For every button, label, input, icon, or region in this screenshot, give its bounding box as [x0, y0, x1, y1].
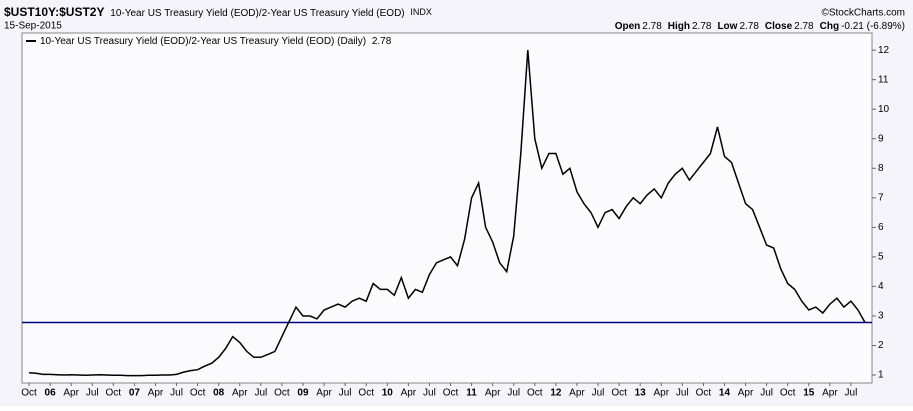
x-tick-label: Oct [780, 388, 796, 399]
x-tick-label: 08 [213, 388, 225, 399]
x-tick-label: Jul [845, 388, 858, 399]
x-tick-label: Oct [527, 388, 543, 399]
x-tick-label: Oct [21, 388, 37, 399]
x-tick-label: Apr [63, 388, 79, 399]
x-tick-label: Jul [423, 388, 436, 399]
symbol: $UST10Y:$UST2Y [4, 5, 104, 19]
x-tick-label: Apr [485, 388, 501, 399]
quote-value: 2.78 [692, 21, 712, 32]
x-tick-label: 15 [803, 388, 815, 399]
x-tick-label: Oct [358, 388, 374, 399]
quote-value: 2.78 [642, 21, 662, 32]
quote-label: High [668, 21, 690, 32]
x-tick-label: 12 [550, 388, 562, 399]
header: $UST10Y:$UST2Y 10-Year US Treasury Yield… [4, 5, 432, 19]
x-tick-label: Apr [316, 388, 332, 399]
x-tick-label: Oct [106, 388, 122, 399]
quote-value: 2.78 [794, 21, 814, 32]
x-tick-label: 10 [382, 388, 394, 399]
x-tick-label: Jul [86, 388, 99, 399]
series-line [28, 50, 866, 377]
x-tick-label: Jul [170, 388, 183, 399]
y-tick-label: 1 [878, 370, 884, 381]
x-tick-label: Jul [339, 388, 352, 399]
y-tick-label: 8 [878, 163, 884, 174]
y-tick-label: 12 [878, 45, 890, 56]
x-tick-label: Oct [611, 388, 627, 399]
x-tick-label: Oct [274, 388, 290, 399]
y-tick-label: 2 [878, 340, 884, 351]
x-tick-label: Jul [254, 388, 267, 399]
x-tick-label: Oct [190, 388, 206, 399]
x-tick-label: 09 [297, 388, 309, 399]
y-tick-label: 3 [878, 311, 884, 322]
plot-area [21, 32, 873, 384]
quote-label: Close [765, 21, 793, 32]
quote-value: 2.78 [739, 21, 759, 32]
chart-title: 10-Year US Treasury Yield (EOD)/2-Year U… [110, 8, 404, 19]
legend-label: 10-Year US Treasury Yield (EOD)/2-Year U… [40, 36, 366, 47]
source: ©StockCharts.com [821, 8, 905, 19]
x-tick-label: 11 [466, 388, 477, 399]
x-tick-label: Apr [232, 388, 248, 399]
quote-label: Low [717, 21, 737, 32]
x-tick-label: Jul [676, 388, 689, 399]
quote-label: Chg [820, 21, 839, 32]
legend-value: 2.78 [372, 36, 392, 47]
x-tick-label: Apr [822, 388, 838, 399]
x-tick-label: Apr [148, 388, 164, 399]
x-tick-label: Jul [592, 388, 605, 399]
x-tick-label: Oct [696, 388, 712, 399]
x-tick-label: 14 [719, 388, 731, 399]
x-tick-label: 07 [129, 388, 141, 399]
date: 15-Sep-2015 [4, 21, 62, 32]
exchange: INDX [410, 7, 432, 17]
y-tick-label: 11 [878, 74, 889, 85]
x-tick-label: Jul [760, 388, 773, 399]
y-tick-label: 7 [878, 192, 884, 203]
x-tick-label: Oct [443, 388, 459, 399]
y-tick-label: 10 [878, 104, 890, 115]
y-tick-label: 6 [878, 222, 884, 233]
y-tick-label: 4 [878, 281, 884, 292]
legend: 10-Year US Treasury Yield (EOD)/2-Year U… [40, 36, 392, 47]
x-tick-label: Apr [653, 388, 669, 399]
x-tick-label: Apr [569, 388, 585, 399]
quote: Open 2.78 High 2.78 Low 2.78 Close 2.78 Chg -0.21… [615, 21, 905, 32]
y-tick-label: 5 [878, 252, 884, 263]
x-tick-label: 06 [45, 388, 57, 399]
x-tick-label: Apr [401, 388, 417, 399]
y-tick-label: 9 [878, 133, 884, 144]
x-tick-label: Jul [507, 388, 520, 399]
x-tick-label: 13 [635, 388, 647, 399]
quote-label: Open [615, 21, 641, 32]
x-tick-label: Apr [738, 388, 754, 399]
quote-value: -0.21 (-6.89%) [841, 21, 905, 32]
